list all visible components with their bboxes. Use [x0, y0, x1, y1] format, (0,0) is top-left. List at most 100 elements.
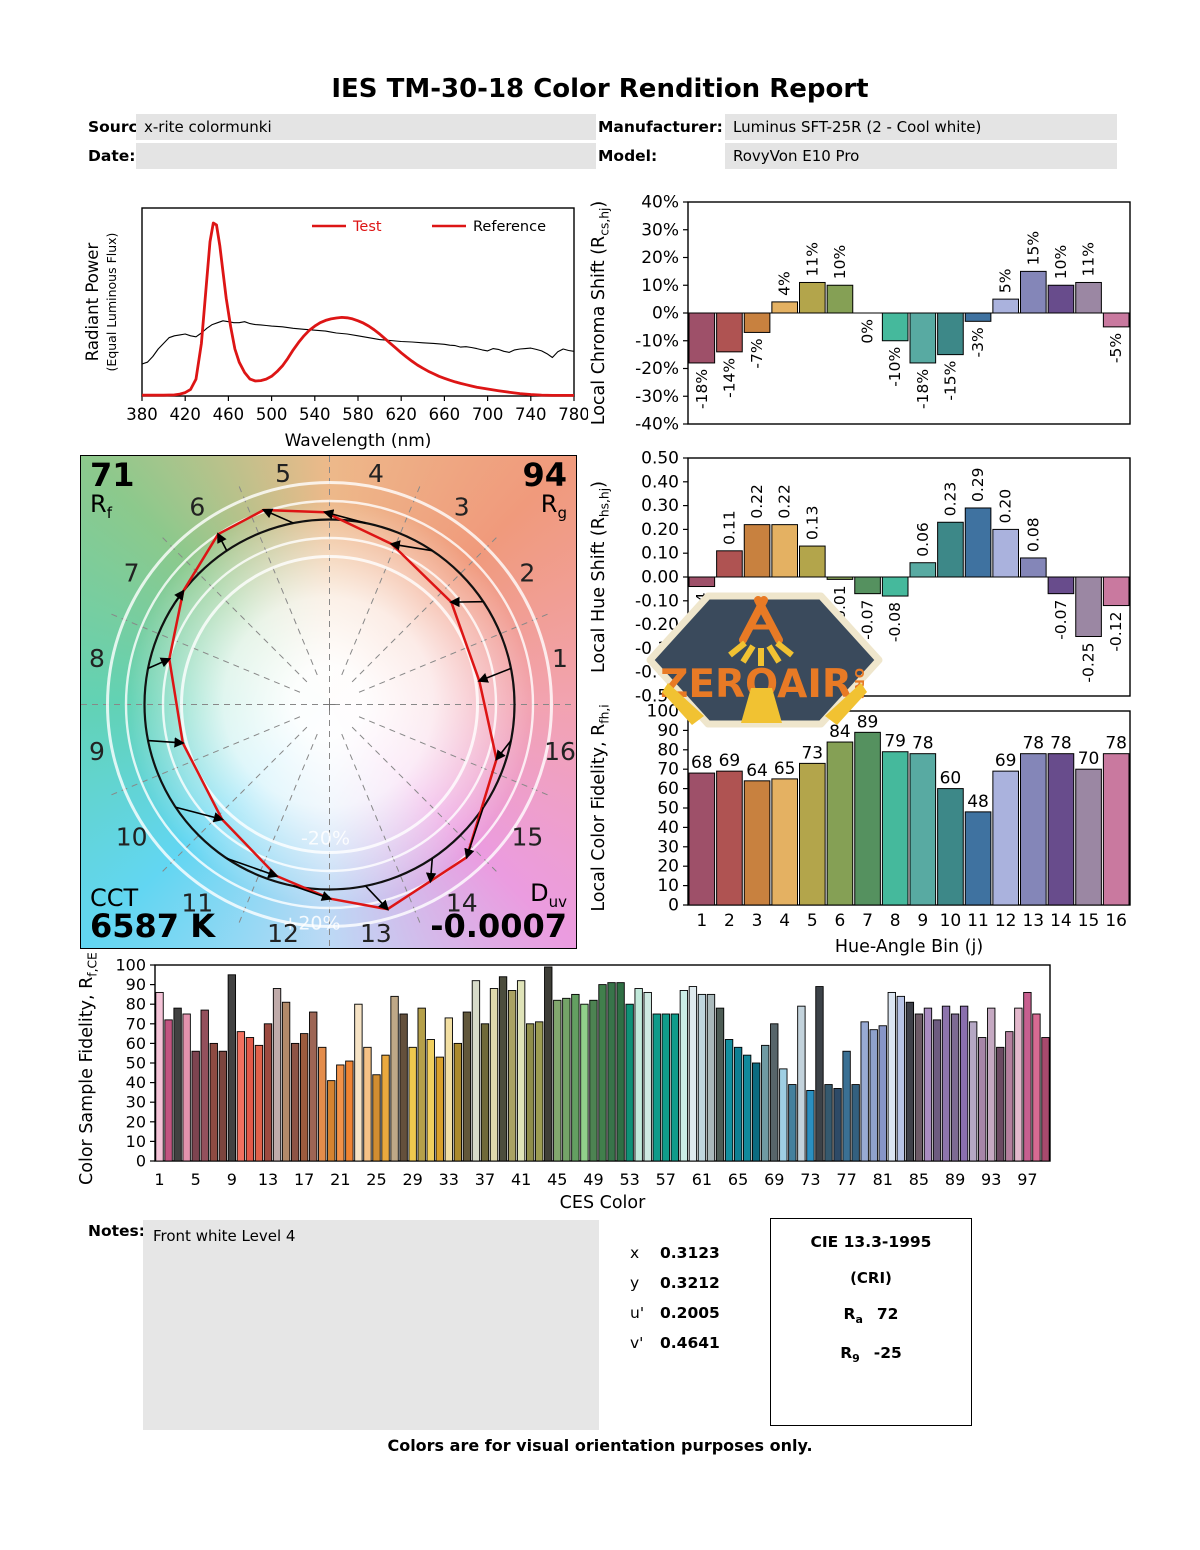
chart-text: -0.12: [1107, 612, 1125, 652]
chart-text: 69: [995, 751, 1017, 771]
chart-text: Hue-Angle Bin (j): [835, 937, 983, 957]
hue-bin-number: 10: [116, 823, 148, 852]
bar: [799, 762, 826, 906]
bar: [992, 770, 1019, 906]
bar: [254, 1044, 264, 1162]
chart-text: 65: [728, 1170, 748, 1189]
plot-border: [141, 207, 575, 397]
bar: [799, 281, 826, 314]
bar: [643, 991, 652, 1162]
chart-text: -40%: [635, 415, 679, 435]
shift-arrow: [148, 737, 185, 748]
bar: [1032, 1013, 1041, 1162]
bar: [1020, 753, 1047, 906]
reference-circle: [143, 518, 516, 891]
chart-text: 20: [657, 857, 679, 877]
chart-text: 48: [967, 792, 989, 812]
rf-score: 71 Rf: [90, 459, 135, 521]
chart-text: 45: [547, 1170, 567, 1189]
bar: [978, 1037, 987, 1162]
chart-text: 380: [126, 405, 158, 424]
bar: [155, 991, 164, 1162]
test-curve: [142, 221, 574, 397]
chart-text: -14%: [720, 358, 738, 398]
bar: [937, 788, 964, 906]
chart-text: 500: [256, 405, 288, 424]
bar: [1102, 576, 1130, 607]
bar: [372, 1074, 381, 1162]
bar: [227, 974, 237, 1162]
duv-label: Duv: [530, 879, 567, 912]
bar: [1075, 768, 1102, 906]
cri-subtitle: (CRI): [850, 1269, 892, 1287]
guide-line: [158, 726, 308, 876]
bar: [697, 993, 707, 1162]
chart-text: 0: [668, 896, 679, 916]
chart-text: 80: [126, 995, 146, 1014]
chart-text: 580: [342, 405, 374, 424]
bar: [715, 1007, 725, 1162]
chromaticity-row-x: x 0.3123: [630, 1244, 720, 1262]
chart-text: 1: [696, 911, 707, 931]
chart-text: 50: [657, 799, 679, 819]
chart-text: 97: [1017, 1170, 1037, 1189]
bar: [535, 1021, 544, 1162]
chart-text: 420: [169, 405, 201, 424]
bar: [390, 995, 399, 1162]
shift-arrow: [322, 509, 366, 524]
hue-bin-number: 15: [511, 823, 543, 852]
chart-text: 460: [213, 405, 245, 424]
cct-readout: CCT 6587 K: [90, 885, 215, 943]
bar: [826, 741, 854, 906]
bar: [771, 524, 798, 578]
center-cross: [323, 698, 336, 711]
chart-text: 89: [857, 712, 879, 732]
chart-text: 70: [657, 760, 679, 780]
chart-text: 25: [366, 1170, 386, 1189]
guide-line: [351, 533, 501, 683]
chart-text: 0.22: [776, 484, 794, 519]
chart-text: 4%: [776, 271, 794, 296]
logo-badge: [646, 592, 883, 728]
guide-line: [106, 716, 301, 798]
shift-arrow: [389, 540, 433, 552]
bar: [851, 1084, 860, 1162]
hue-bin-number: 1: [552, 644, 568, 673]
chart-text: 89: [945, 1170, 965, 1189]
bar: [854, 576, 881, 595]
legend-reference-label: Reference: [473, 219, 546, 235]
chart-text: 10%: [831, 245, 849, 279]
pct-ring: [106, 481, 553, 928]
guide-line: [158, 533, 308, 683]
bar: [771, 301, 798, 314]
cri-r9-row: R9 -25: [840, 1344, 902, 1366]
bar: [688, 312, 716, 364]
hue-bin-number: 6: [189, 493, 205, 522]
bar: [381, 1054, 390, 1162]
local-chroma-shift-chart: 40% 30% 20% 10% 0% -10% -20% -30% -40% -18% -14% -7…: [589, 193, 1131, 435]
bar: [553, 999, 562, 1162]
bar: [968, 1021, 978, 1162]
chart-text: 8: [890, 911, 901, 931]
bar: [417, 1007, 426, 1162]
chart-text: -18%: [693, 369, 711, 409]
bar: [1047, 284, 1075, 314]
chart-text: -0.07: [1052, 600, 1070, 640]
chart-text: 60: [657, 779, 679, 799]
bar: [716, 770, 743, 906]
bar: [964, 811, 992, 906]
source-value: x-rite colormunki: [136, 114, 596, 140]
shift-arrow: [226, 857, 279, 879]
chart-text: -3%: [969, 327, 987, 357]
shift-arrow: [174, 589, 185, 603]
bar: [706, 993, 716, 1162]
chart-text: 30: [657, 837, 679, 857]
bar: [318, 1046, 327, 1162]
bar: [826, 284, 854, 314]
chart-text: 78: [1022, 734, 1044, 754]
shift-arrow: [495, 740, 512, 761]
guide-line: [341, 733, 423, 928]
chart-text: 85: [909, 1170, 929, 1189]
bar: [992, 298, 1019, 314]
